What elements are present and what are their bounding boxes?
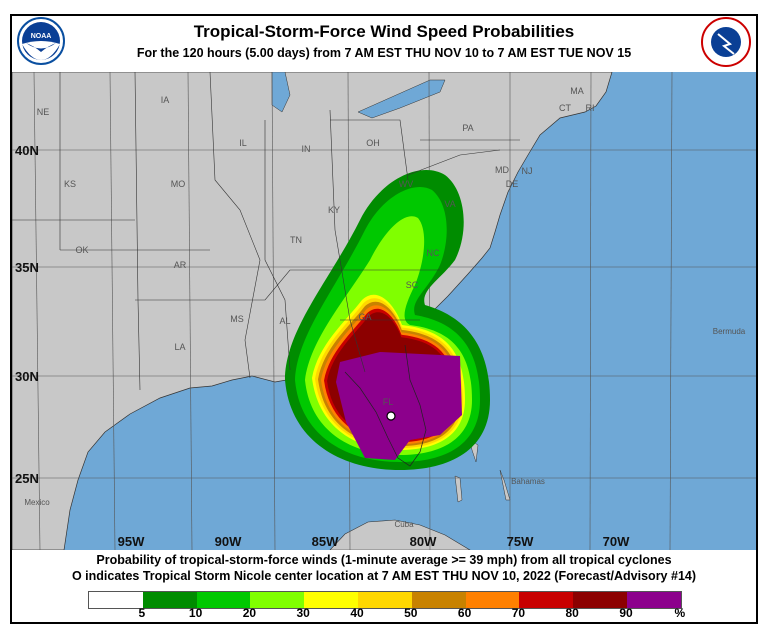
region-label: MA [570, 86, 584, 96]
legend-label: 90 [619, 606, 633, 620]
legend-label: 70 [511, 606, 526, 620]
region-label: Bahamas [511, 477, 545, 486]
region-label: NC [427, 248, 440, 258]
florida-coastline [344, 344, 427, 467]
probability-map: NE IA KS MO IL IN OH PA KY WV VA TN OK AR NC MS AL GA SC LA… [12, 72, 756, 550]
region-label: WV [399, 179, 414, 189]
lon-label: 95W [118, 534, 145, 549]
lon-label: 70W [603, 534, 630, 549]
region-label: Cuba [394, 520, 414, 529]
lat-label: 35N [15, 260, 39, 275]
region-label: OK [75, 245, 88, 255]
lat-label: 40N [15, 143, 39, 158]
region-label: OH [366, 138, 380, 148]
region-label: AR [174, 260, 187, 270]
legend-label: 20 [242, 606, 257, 620]
region-label: TN [290, 235, 302, 245]
footer-note: Probability of tropical-storm-force wind… [96, 553, 672, 567]
legend-swatch [304, 592, 358, 608]
probability-legend [88, 591, 682, 609]
lat-label: 30N [15, 369, 39, 384]
legend-swatch [250, 592, 305, 608]
legend-label: 80 [565, 606, 579, 620]
region-label: IL [239, 138, 247, 148]
legend-swatch [519, 592, 574, 608]
legend-label: 40 [350, 606, 364, 620]
legend-label: 50 [404, 606, 418, 620]
lon-label: 75W [507, 534, 534, 549]
region-label: VA [444, 199, 455, 209]
contour-90 [336, 352, 462, 460]
marker-note: O indicates Tropical Storm Nicole center… [71, 569, 697, 583]
legend-swatch [142, 592, 197, 608]
region-label: KS [64, 179, 76, 189]
region-label: MD [495, 165, 509, 175]
legend-swatch [465, 592, 520, 608]
legend-label: 10 [188, 606, 203, 620]
region-label: CT [559, 103, 571, 113]
legend-swatch [411, 592, 466, 608]
lon-label: 90W [215, 534, 242, 549]
region-label: AL [279, 316, 290, 326]
legend-swatch [357, 592, 412, 608]
region-label: PA [462, 123, 473, 133]
page-title: Tropical-Storm-Force Wind Speed Probabil… [193, 22, 575, 41]
region-label: SC [406, 280, 419, 290]
legend-swatch [89, 592, 143, 608]
lon-label: 85W [312, 534, 339, 549]
legend-label: 5 [138, 606, 146, 620]
legend-swatch [196, 592, 251, 608]
legend-swatch [626, 592, 681, 608]
cuba [329, 519, 471, 550]
legend-label: 60 [457, 606, 472, 620]
legend-label: 30 [296, 606, 310, 620]
region-label: KY [328, 205, 340, 215]
region-label: NE [37, 107, 50, 117]
region-label: MS [230, 314, 244, 324]
region-label: GA [358, 312, 371, 322]
region-label: Bermuda [713, 327, 746, 336]
legend-swatch [573, 592, 627, 608]
region-label: IA [161, 95, 170, 105]
region-label: MO [171, 179, 186, 189]
region-label: RI [586, 103, 595, 113]
lat-label: 25N [15, 471, 39, 486]
page-subtitle: For the 120 hours (5.00 days) from 7 AM … [136, 46, 632, 60]
region-label: DE [506, 179, 519, 189]
storm-center-marker[interactable] [386, 411, 396, 421]
legend-label: % [674, 606, 686, 620]
lake-erie [357, 79, 446, 119]
state-borders [12, 72, 520, 391]
noaa-logo: NOAA [17, 17, 65, 65]
nws-logo [701, 17, 751, 67]
region-label: FL [383, 397, 394, 407]
noaa-logo-text: NOAA [31, 33, 52, 40]
region-label: IN [302, 144, 311, 154]
lon-label: 80W [410, 534, 437, 549]
region-label: LA [174, 342, 185, 352]
region-label: NJ [522, 166, 533, 176]
region-label: Mexico [24, 498, 50, 507]
